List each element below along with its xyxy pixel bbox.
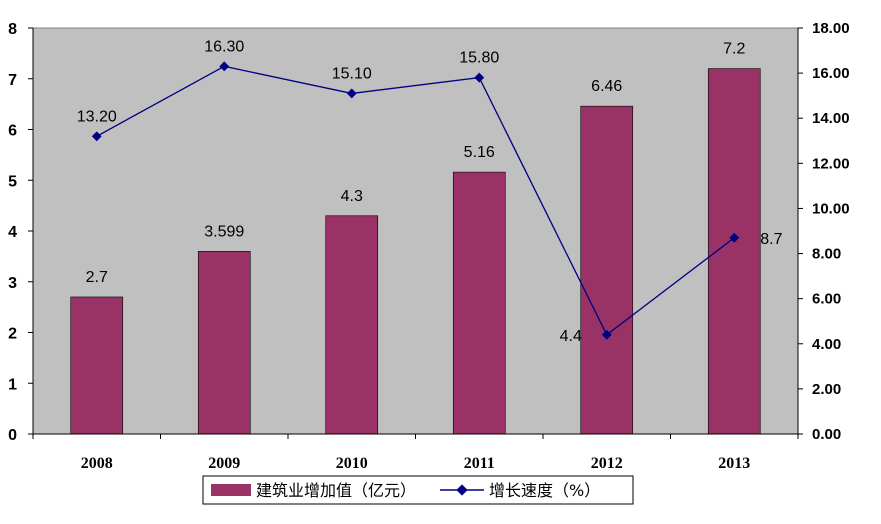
right-tick-label: 10.00: [812, 200, 850, 217]
right-tick-label: 8.00: [812, 246, 841, 263]
x-tick-label-2012: 2012: [591, 455, 623, 472]
bar-label-2008: 2.7: [86, 269, 108, 286]
legend: 建筑业增加值（亿元） 增长速度（%）: [202, 475, 634, 505]
x-tick-label-2010: 2010: [336, 455, 368, 472]
x-tick-label-2009: 2009: [208, 455, 240, 472]
right-tick-label: 12.00: [812, 155, 850, 172]
left-tick-label: 6: [8, 123, 17, 140]
legend-box: [202, 475, 634, 505]
line-label-2010: 15.10: [332, 65, 372, 82]
line-label-2008: 13.20: [77, 108, 117, 125]
bar-2011: [452, 171, 506, 435]
growth-point-2009: [219, 61, 230, 72]
growth-point-2013: [729, 232, 740, 243]
x-tick-label-2011: 2011: [464, 455, 495, 472]
right-tick-label: 16.00: [812, 65, 850, 82]
legend-label-bar: 建筑业增加值（亿元）: [256, 481, 416, 500]
bar-2008: [70, 296, 124, 435]
right-tick-label: 0.00: [812, 426, 841, 443]
left-tick-label: 5: [8, 173, 17, 190]
growth-point-2008: [91, 131, 102, 142]
line-label-2011: 15.80: [459, 50, 499, 67]
bar-label-2013: 7.2: [723, 41, 745, 58]
right-tick-label: 14.00: [812, 110, 850, 127]
legend-swatch-bar: [211, 484, 251, 496]
right-tick-label: 2.00: [812, 381, 841, 398]
right-tick-label: 18.00: [812, 20, 850, 37]
bar-label-2009: 3.599: [204, 223, 244, 240]
bar-label-2010: 4.3: [341, 188, 363, 205]
line-label-2012: 4.4: [560, 328, 582, 345]
left-tick-label: 8: [8, 21, 17, 38]
line-label-2013: 8.7: [760, 231, 782, 248]
x-tick-label-2008: 2008: [81, 455, 113, 472]
right-tick-label: 6.00: [812, 291, 841, 308]
left-tick-label: 2: [8, 326, 17, 343]
bar-label-2011: 5.16: [464, 144, 495, 161]
x-tick-label-2013: 2013: [718, 455, 750, 472]
right-tick-label: 4.00: [812, 336, 841, 353]
growth-rate-line: [96, 65, 735, 336]
growth-point-2012: [601, 329, 612, 340]
bar-2009: [197, 251, 251, 435]
legend-label-line: 增长速度（%）: [489, 481, 600, 500]
line-label-2009: 16.30: [204, 38, 244, 55]
left-tick-label: 4: [8, 224, 17, 241]
bar-2012: [580, 105, 634, 435]
bar-2010: [325, 215, 379, 435]
left-tick-label: 3: [8, 275, 17, 292]
legend-swatch-marker: [456, 484, 468, 496]
plot-area: [32, 27, 799, 435]
left-tick-label: 0: [8, 427, 17, 444]
left-tick-label: 1: [8, 376, 17, 393]
bar-label-2012: 6.46: [591, 78, 622, 95]
left-tick-label: 7: [8, 72, 17, 89]
